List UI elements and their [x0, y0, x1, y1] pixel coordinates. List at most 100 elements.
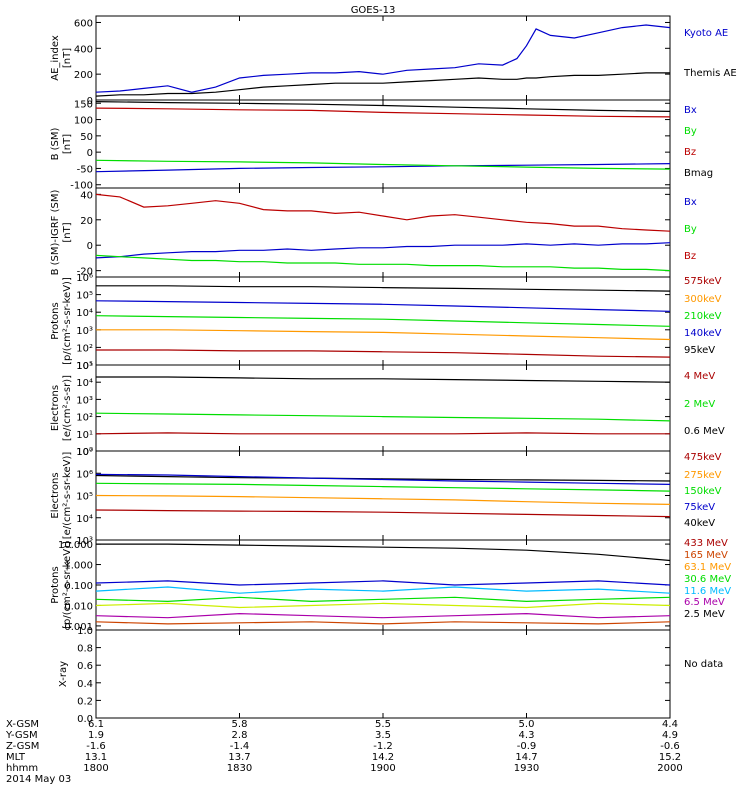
y-tick-label: 0	[87, 96, 93, 107]
y-axis-label: Electrons	[50, 385, 61, 431]
axis-row-value: 5.0	[519, 719, 535, 730]
legend-entry: 30.6 MeV	[684, 574, 731, 585]
y-tick-label: 600	[74, 18, 93, 29]
series-line-210kev	[95, 315, 671, 327]
legend-entry: Bz	[684, 251, 696, 262]
axis-row-label: Z-GSM	[6, 741, 39, 752]
legend-entry: Kyoto AE	[684, 28, 728, 39]
legend-entry: 2 MeV	[684, 399, 715, 410]
y-tick-label: 1.0	[77, 626, 93, 637]
y-tick-label: 10⁷	[76, 447, 93, 458]
legend-entry: 95keV	[684, 345, 715, 356]
axis-row-label: MLT	[6, 752, 26, 763]
y-axis-label: Protons	[50, 302, 61, 339]
axis-row-value: 15.2	[659, 752, 681, 763]
series-line-575kev	[96, 285, 671, 292]
panel-1: 0 200 400 600 AE_index [nT] Kyoto AE Themis AE	[50, 15, 737, 107]
y-tick-label: 400	[74, 44, 93, 55]
axis-row-value: 13.1	[85, 752, 107, 763]
legend-entry: 75keV	[684, 502, 715, 513]
series-line-40kev	[95, 509, 671, 518]
series-line-themis-ae	[95, 72, 670, 97]
axis-row-value: 3.5	[375, 730, 391, 741]
legend-entry: 433 MeV	[684, 538, 728, 549]
axis-row-value: 5.5	[375, 719, 391, 730]
series-line-0-6-mev	[96, 376, 671, 383]
series-line-95kev	[96, 349, 671, 358]
legend-entry: 63.1 MeV	[684, 562, 731, 573]
legend-entry: By	[684, 126, 697, 137]
axis-row-value: 14.7	[515, 752, 537, 763]
panel-5: 10⁰ 10¹ 10² 10³ 10⁴ 10⁵ Electrons [e/(cm²-s-sr)…	[50, 361, 725, 458]
series-line-2-5-mev	[95, 621, 671, 625]
series-line-bz	[95, 193, 671, 232]
series-line-4-mev	[95, 432, 670, 435]
y-tick-label: 10.000	[58, 540, 93, 551]
axis-row-value: 1930	[514, 763, 539, 774]
axis-row-value: 1.9	[88, 730, 104, 741]
panel-frame	[95, 15, 671, 101]
legend-entry: 140keV	[684, 328, 722, 339]
legend-entry: 150keV	[684, 486, 722, 497]
series-line-bx	[95, 163, 671, 173]
y-tick-label: 10²	[76, 413, 93, 424]
axis-row-value: 4.4	[662, 719, 678, 730]
y-tick-label: 10⁶	[76, 273, 93, 284]
axis-row-value: 4.9	[662, 730, 678, 741]
y-tick-label: 0.2	[77, 696, 93, 707]
axis-row-value: 1900	[370, 763, 395, 774]
y-tick-label: 0	[87, 148, 93, 159]
y-tick-label: 10³	[76, 536, 93, 547]
series-line-165-mev	[95, 580, 671, 586]
series-line-kyoto-ae	[95, 24, 671, 93]
y-tick-label: -100	[70, 181, 93, 192]
y-tick-label: -20	[77, 267, 93, 278]
axis-row-value: 14.2	[372, 752, 394, 763]
series-line-bmag	[95, 101, 671, 112]
series-line-475kev	[95, 474, 671, 482]
axis-row-value: -1.6	[86, 741, 106, 752]
y-tick-label: 10⁵	[76, 361, 93, 372]
legend-entry: 210keV	[684, 311, 722, 322]
axis-row-value: -0.9	[517, 741, 537, 752]
y-tick-label: 200	[74, 70, 93, 81]
no-data-note: No data	[684, 659, 723, 670]
y-axis-label: X-ray	[58, 661, 69, 687]
series-line-by	[95, 159, 671, 170]
axis-row-value: 2.8	[232, 730, 248, 741]
y-axis-label: B (SM)-IGRF (SM)	[50, 190, 61, 276]
axis-row-value: 2000	[657, 763, 682, 774]
legend-entry: 11.6 MeV	[684, 586, 731, 597]
y-axis-label: [e/(cm²-s-sr-keV)]	[62, 452, 73, 540]
series-line-300kev	[95, 300, 671, 312]
panel-8: 0.0 0.2 0.4 0.6 0.8 1.0 X-ray No data	[58, 626, 723, 725]
y-tick-label: 150	[74, 99, 93, 110]
panel-2: -100 -50 0 50 100 150 B (SM) [nT] Bx By Bz Bmag	[50, 99, 713, 191]
axis-row-value: -1.2	[373, 741, 393, 752]
series-line-275kev	[95, 473, 671, 485]
legend-entry: 0.6 MeV	[684, 426, 725, 437]
y-axis-label: [nT]	[62, 48, 73, 68]
y-axis-label: Electrons	[50, 472, 61, 518]
y-tick-label: 10³	[76, 326, 93, 337]
axis-row-label: Y-GSM	[5, 730, 38, 741]
y-axis-label: [p/(cm²-s-sr-keV)]	[62, 541, 73, 629]
axis-row-value: 6.1	[88, 719, 104, 730]
y-axis-label: [nT]	[62, 222, 73, 242]
legend-entry: 475keV	[684, 452, 722, 463]
legend-entry: 40keV	[684, 518, 715, 529]
axis-row-label: hhmm	[6, 763, 38, 774]
time-axis-table: X-GSM 6.1 5.8 5.5 5.0 4.4 Y-GSM 1.9 2.8 3.5 4.3 4.9…	[5, 719, 683, 785]
y-tick-label: 10³	[76, 395, 93, 406]
y-tick-label: 50	[80, 132, 93, 143]
panel-3: -20 0 20 40 B (SM)-IGRF (SM) [nT] Bx By Bz	[50, 187, 697, 278]
series-line-63-1-mev	[95, 586, 671, 594]
panel-frame	[95, 99, 671, 189]
axis-row-value: 13.7	[228, 752, 250, 763]
legend-entry: By	[684, 224, 697, 235]
y-tick-label: 10⁵	[76, 291, 93, 302]
axis-row-value: 5.8	[232, 719, 248, 730]
panel-7: 0.001 0.010 0.100 1.000 10.000 Protons [p/(cm²…	[50, 538, 731, 633]
legend-entry: 4 MeV	[684, 371, 715, 382]
plot-date: 2014 May 03	[6, 774, 71, 785]
